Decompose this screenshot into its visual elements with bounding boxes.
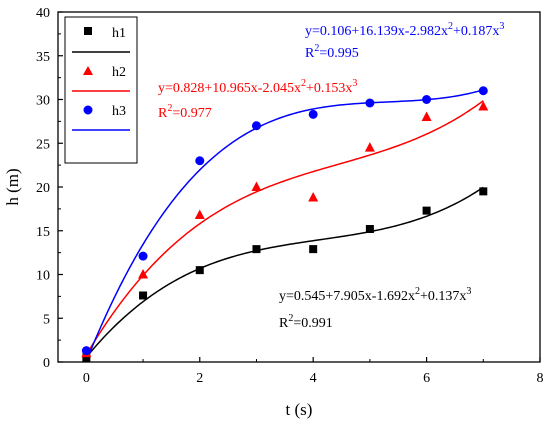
fit-equation-h1: y=0.545+7.905x-1.692x2+0.137x3: [279, 286, 471, 304]
fit-curve-h3: [85, 89, 484, 362]
x-tick-label: 0: [83, 371, 90, 386]
data-point-h2: [364, 142, 375, 152]
y-tick-label: 25: [36, 137, 50, 152]
fit-equation-h3: y=0.106+16.139x-2.982x2+0.187x3: [305, 21, 504, 39]
y-tick-label: 0: [43, 356, 50, 371]
data-point-h1: [195, 266, 204, 275]
data-point-h3: [138, 251, 148, 261]
x-tick-label: 2: [196, 371, 203, 386]
legend-label-h2: h2: [112, 65, 126, 80]
data-point-h1: [422, 206, 431, 215]
y-tick-label: 40: [36, 6, 50, 21]
y-tick-label: 10: [36, 269, 50, 284]
data-point-h2: [478, 101, 489, 111]
data-point-h3: [251, 121, 261, 131]
y-tick-label: 35: [36, 50, 50, 65]
fit-r2-h3: R2=0.995: [305, 43, 359, 61]
axis-ticks: 0 2 4 6 8 0 5 10 15 20 25 30 35 40: [36, 6, 544, 386]
y-axis-title: h (m): [3, 168, 22, 205]
x-tick-label: 6: [423, 371, 430, 386]
fit-r2-h1: R2=0.991: [279, 313, 333, 331]
data-point-h3: [478, 86, 488, 96]
legend-entry-h1: h1: [72, 26, 130, 53]
data-point-h2: [421, 111, 432, 121]
data-point-h3: [195, 156, 205, 166]
data-point-h1: [139, 291, 148, 300]
fit-curve-h1: [85, 186, 484, 358]
data-point-h2: [194, 209, 205, 219]
fit-curve-h2: [85, 100, 484, 356]
y-tick-label: 30: [36, 94, 50, 109]
data-points: [81, 86, 489, 362]
y-tick-label: 5: [43, 312, 50, 327]
data-point-h1: [309, 245, 318, 254]
data-point-h1: [479, 187, 488, 196]
legend-marker-h1: [84, 27, 92, 35]
legend: h1 h2 h3: [64, 16, 138, 164]
legend-label-h3: h3: [112, 104, 126, 119]
data-point-h2: [251, 181, 262, 191]
fit-annotation-h2: y=0.828+10.965x-2.045x2+0.153x3 R2=0.977: [158, 78, 357, 121]
x-axis-title: t (s): [286, 400, 313, 419]
fit-curves: [85, 89, 484, 362]
data-point-h1: [252, 245, 261, 254]
legend-entry-h3: h3: [72, 104, 130, 131]
x-tick-label: 8: [537, 371, 544, 386]
data-point-h3: [81, 346, 91, 356]
fit-equation-h2: y=0.828+10.965x-2.045x2+0.153x3: [158, 78, 357, 96]
fit-annotation-h1: y=0.545+7.905x-1.692x2+0.137x3 R2=0.991: [279, 286, 471, 331]
legend-box: [64, 16, 138, 164]
data-point-h3: [422, 95, 432, 104]
fit-annotation-h3: y=0.106+16.139x-2.982x2+0.187x3 R2=0.995: [305, 21, 504, 61]
x-tick-label: 4: [310, 371, 317, 386]
legend-entry-h2: h2: [72, 65, 130, 92]
y-tick-label: 20: [36, 181, 50, 196]
data-point-h1: [365, 225, 374, 233]
data-point-h2: [138, 269, 149, 279]
legend-label-h1: h1: [112, 26, 126, 41]
data-point-h3: [308, 109, 318, 119]
data-point-h2: [308, 192, 319, 202]
legend-marker-h3: [83, 105, 93, 115]
legend-marker-h2: [83, 66, 93, 75]
data-point-h3: [365, 98, 375, 108]
y-tick-label: 15: [36, 225, 50, 240]
fit-r2-h2: R2=0.977: [158, 103, 212, 121]
